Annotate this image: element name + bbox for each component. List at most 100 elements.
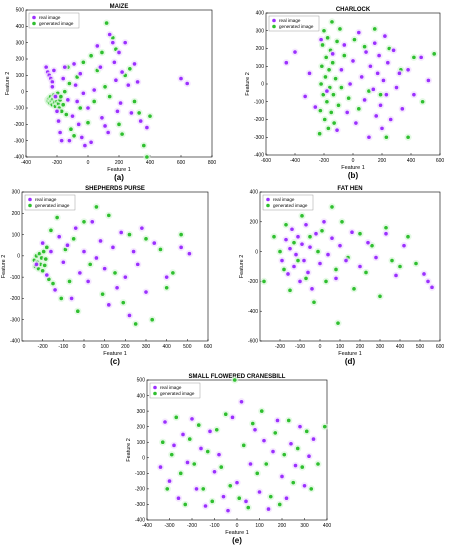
x-tick-label: 0 <box>87 160 90 166</box>
plot-frame <box>21 191 209 342</box>
real-image-point <box>313 105 318 109</box>
generated-image-point <box>55 215 59 220</box>
real-image-point <box>50 80 55 84</box>
real-image-point <box>289 441 293 446</box>
real-image-point <box>303 94 307 99</box>
real-image-point <box>318 261 322 266</box>
legend-real-label: real image <box>273 197 295 202</box>
generated-image-point <box>384 135 389 140</box>
real-image-point <box>244 499 248 504</box>
real-image-point <box>377 53 381 58</box>
generated-image-point <box>334 267 338 272</box>
plot-frame <box>259 191 441 342</box>
legend-generated-marker <box>266 203 270 208</box>
real-image-point <box>381 78 386 83</box>
generated-image-point <box>300 214 304 218</box>
x-tick-label: 200 <box>115 160 124 166</box>
real-image-point <box>208 429 212 434</box>
y-tick-label: 0 <box>17 254 20 260</box>
scatter-panel-2: CHARLOCK-600 -400 -200 0 200 400 600-400-300-2… <box>245 7 444 180</box>
generated-image-point <box>372 27 377 31</box>
y-tick-label: -400 <box>14 155 24 161</box>
generated-image-point <box>321 92 326 97</box>
real-image-point <box>345 110 350 115</box>
real-image-point <box>368 64 373 69</box>
real-image-point <box>280 474 284 479</box>
generated-image-point <box>100 292 105 296</box>
real-image-point <box>167 479 172 483</box>
y-tick-label: 400 <box>250 190 259 196</box>
generated-image-point <box>398 264 402 269</box>
generated-image-point <box>322 28 326 33</box>
x-tick-label: 400 <box>396 344 405 350</box>
real-image-point <box>123 40 127 45</box>
x-axis-label: Feature 1 <box>103 351 127 357</box>
y-tick-label: 400 <box>256 11 265 17</box>
x-tick-label: 100 <box>336 344 345 350</box>
legend-real-marker <box>32 15 36 20</box>
x-tick-label: -100 <box>58 344 68 350</box>
real-image-point <box>92 88 96 92</box>
real-image-point <box>221 494 226 499</box>
real-image-point <box>339 68 344 72</box>
real-image-point <box>123 275 128 279</box>
legend-box <box>262 194 314 211</box>
generated-image-point <box>64 112 69 117</box>
generated-image-point <box>332 121 336 125</box>
generated-image-point <box>171 271 175 275</box>
generated-image-point <box>317 131 322 136</box>
generated-image-point <box>273 431 278 435</box>
generated-image-point <box>174 415 179 420</box>
real-image-point <box>406 68 410 72</box>
real-image-point <box>53 94 58 99</box>
x-tick-label: 400 <box>323 523 332 529</box>
generated-image-point <box>286 418 291 423</box>
generated-image-point <box>113 271 117 275</box>
generated-image-point <box>284 222 288 227</box>
generated-image-point <box>338 27 342 31</box>
real-image-point <box>359 75 364 79</box>
generated-image-point <box>42 263 47 268</box>
legend-box <box>268 15 320 32</box>
real-image-point <box>83 143 87 148</box>
generated-image-point <box>103 84 107 89</box>
generated-image-point <box>179 232 183 237</box>
real-image-point <box>185 460 190 465</box>
real-image-point <box>75 99 79 104</box>
x-tick-label: 500 <box>416 344 425 350</box>
panel-label: (a) <box>114 173 124 182</box>
real-image-point <box>119 230 123 235</box>
generated-image-point <box>262 279 266 284</box>
generated-image-point <box>325 36 330 40</box>
legend-real-marker <box>153 385 157 390</box>
generated-image-point <box>71 237 76 241</box>
generated-image-point <box>92 99 96 104</box>
generated-image-point <box>330 205 334 209</box>
real-image-point <box>45 273 49 277</box>
real-image-point <box>311 437 316 441</box>
generated-image-point <box>358 231 362 236</box>
generated-image-point <box>107 94 112 99</box>
y-tick-label: 100 <box>256 64 265 70</box>
generated-image-point <box>117 122 121 127</box>
y-tick-label: 200 <box>250 220 259 226</box>
x-tick-label: -200 <box>275 344 285 350</box>
real-image-point <box>348 82 352 86</box>
real-image-point <box>308 245 312 249</box>
real-image-point <box>179 245 183 250</box>
generated-image-point <box>291 480 296 485</box>
legend-real-marker <box>266 197 270 202</box>
real-image-point <box>82 249 86 254</box>
real-image-point <box>140 226 144 230</box>
legend-generated-label: generated image <box>273 203 308 208</box>
generated-image-point <box>144 237 148 241</box>
generated-image-point <box>336 103 341 108</box>
real-image-point <box>286 272 290 276</box>
x-tick-label: 200 <box>278 523 287 529</box>
real-image-point <box>298 424 302 429</box>
y-tick-label: -300 <box>254 135 264 141</box>
generated-image-point <box>309 487 314 491</box>
x-tick-label: 500 <box>183 344 192 350</box>
real-image-point <box>391 48 396 53</box>
generated-image-point <box>150 317 154 322</box>
